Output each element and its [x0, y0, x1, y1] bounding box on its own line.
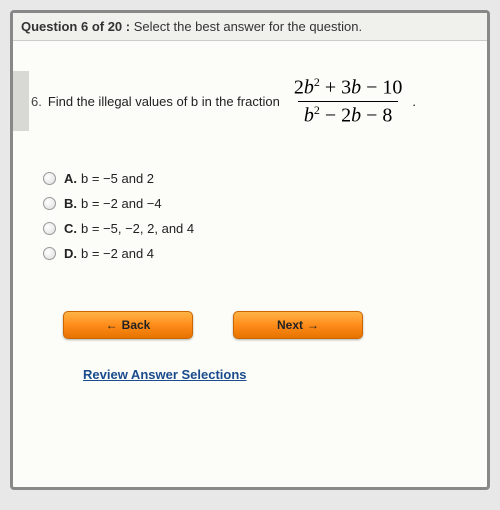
header-total: 20 [108, 19, 122, 34]
radio-icon[interactable] [43, 172, 56, 185]
option-letter: D. [64, 246, 77, 261]
period: . [412, 94, 416, 109]
option-letter: B. [64, 196, 77, 211]
option-text: b = −2 and 4 [81, 246, 154, 261]
arrow-right-icon: → [307, 318, 319, 332]
quiz-frame: Question 6 of 20 : Select the best answe… [10, 10, 490, 490]
option-c[interactable]: C. b = −5, −2, 2, and 4 [43, 221, 477, 236]
fraction-numerator: 2b2 + 3b − 10 [290, 76, 407, 101]
next-button[interactable]: Next → [233, 311, 363, 339]
option-text: b = −5, −2, 2, and 4 [81, 221, 194, 236]
question-header: Question 6 of 20 : Select the best answe… [13, 13, 487, 41]
nav-button-row: ← Back Next → [13, 281, 487, 349]
radio-icon[interactable] [43, 197, 56, 210]
fraction-denominator: b2 − 2b − 8 [298, 101, 399, 127]
header-current: 6 [81, 19, 88, 34]
radio-icon[interactable] [43, 222, 56, 235]
review-answers-link[interactable]: Review Answer Selections [83, 367, 247, 382]
arrow-left-icon: ← [106, 318, 118, 332]
header-instruction: Select the best answer for the question. [134, 19, 362, 34]
header-prefix: Question [21, 19, 77, 34]
option-text: b = −2 and −4 [81, 196, 162, 211]
option-a[interactable]: A. b = −5 and 2 [43, 171, 477, 186]
back-button[interactable]: ← Back [63, 311, 193, 339]
content-area: 6. Find the illegal values of b in the f… [13, 41, 487, 392]
option-letter: C. [64, 221, 77, 236]
question-row: 6. Find the illegal values of b in the f… [13, 41, 487, 151]
back-label: Back [122, 318, 151, 332]
option-letter: A. [64, 171, 77, 186]
question-stem: Find the illegal values of b in the frac… [48, 94, 286, 109]
radio-icon[interactable] [43, 247, 56, 260]
option-d[interactable]: D. b = −2 and 4 [43, 246, 477, 261]
question-index: 6. [29, 94, 48, 109]
option-b[interactable]: B. b = −2 and −4 [43, 196, 477, 211]
options-list: A. b = −5 and 2 B. b = −2 and −4 C. b = … [13, 151, 487, 281]
next-label: Next [277, 318, 303, 332]
option-text: b = −5 and 2 [81, 171, 154, 186]
review-link-row: Review Answer Selections [13, 349, 487, 392]
fraction-expression: 2b2 + 3b − 10 b2 − 2b − 8 [290, 76, 407, 126]
left-margin-band [13, 71, 29, 131]
